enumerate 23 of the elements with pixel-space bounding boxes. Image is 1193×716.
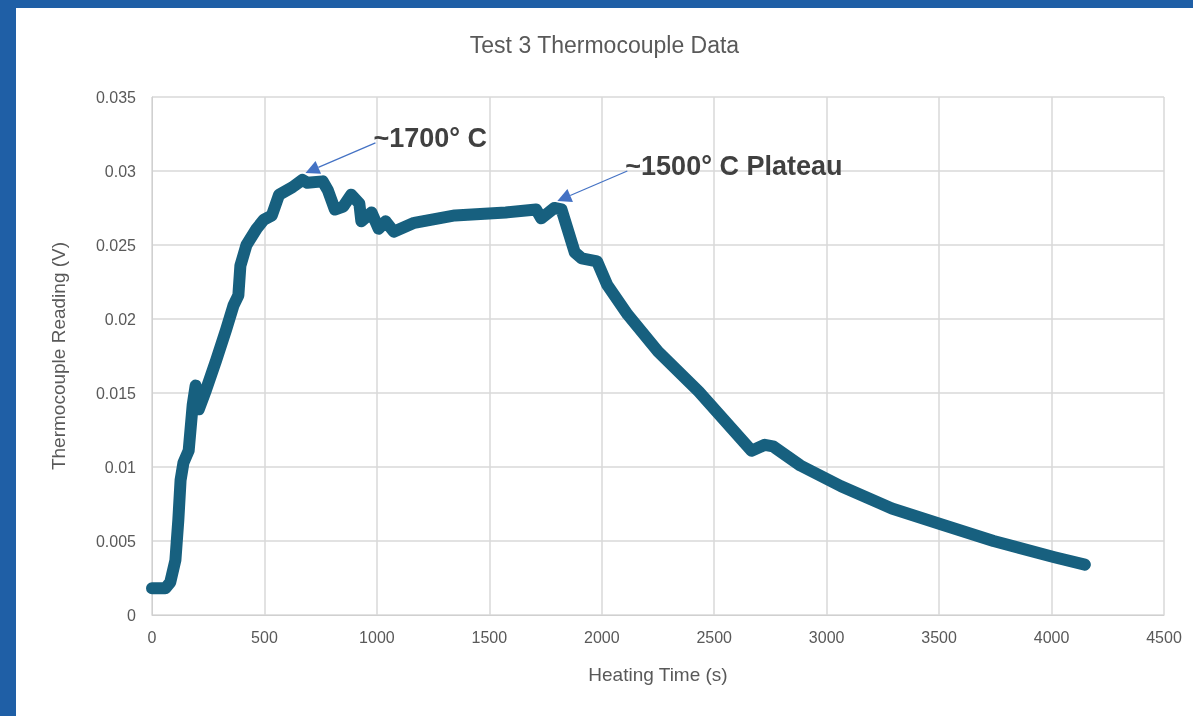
annotation: ~1700° C (373, 122, 488, 154)
x-tick-label: 3500 (921, 628, 958, 646)
y-tick-label: 0.02 (104, 310, 137, 328)
x-tick-label: 4000 (1033, 628, 1070, 646)
x-tick-label: 500 (251, 628, 278, 646)
y-tick-label: 0.015 (95, 384, 137, 402)
y-axis-title: Thermocouple Reading (V) (48, 241, 69, 471)
x-tick-label: 2500 (696, 628, 733, 646)
x-tick-label: 3000 (808, 628, 845, 646)
y-tick-label: 0.03 (104, 162, 137, 180)
x-tick-label: 4500 (1146, 628, 1182, 646)
annotation: ~1500° C Plateau (625, 151, 843, 182)
x-tick-label: 2000 (583, 628, 620, 646)
x-tick-label: 0 (147, 628, 157, 646)
y-tick-label: 0.005 (95, 532, 137, 550)
y-tick-label: 0.025 (95, 236, 137, 254)
x-tick-label: 1500 (471, 628, 508, 646)
x-axis-title: Heating Time (s) (588, 664, 728, 685)
y-tick-label: 0 (127, 606, 137, 624)
y-tick-label: 0.01 (104, 458, 137, 476)
y-tick-label: 0.035 (95, 88, 137, 106)
x-tick-label: 1000 (359, 628, 395, 646)
chart-title: Test 3 Thermocouple Data (469, 31, 740, 58)
